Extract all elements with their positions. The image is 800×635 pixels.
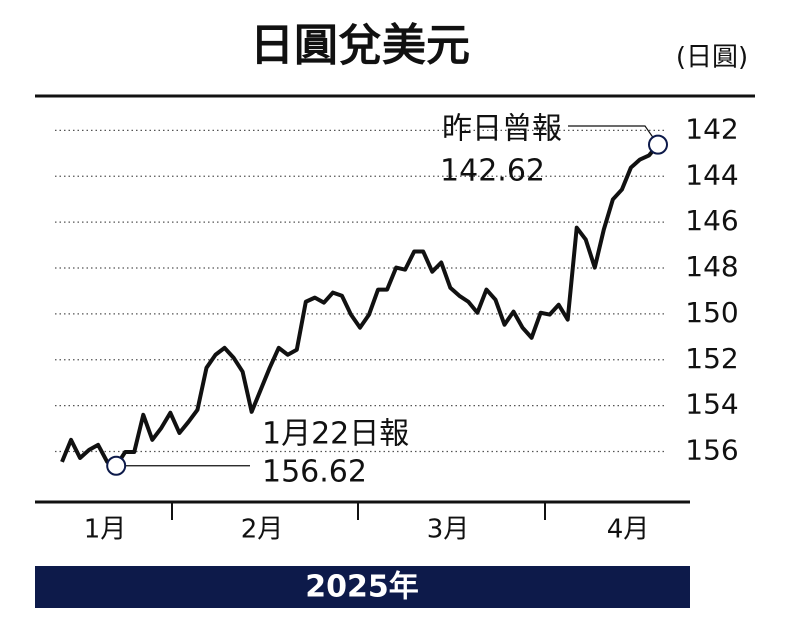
unit-label: (日圓) (676, 43, 748, 73)
y-tick-label: 156 (685, 434, 738, 467)
x-tick-label: 3月 (427, 515, 470, 545)
y-tick-label: 142 (685, 112, 738, 145)
chart-title: 日圓兌美元 (250, 20, 470, 71)
marker (648, 134, 668, 155)
annotation-value: 142.62 (440, 154, 545, 189)
y-tick-label: 148 (685, 250, 738, 283)
annotation-label: 昨日曾報 (442, 112, 562, 147)
y-tick-label: 154 (685, 388, 738, 421)
annotation-label: 1月22日報 (262, 417, 409, 452)
line (60, 143, 660, 468)
y-tick-label: 150 (685, 296, 738, 329)
y-tick-label: 144 (685, 158, 738, 191)
footer-bar (35, 566, 690, 608)
leader-line (568, 125, 659, 145)
x-tick-label: 2月 (241, 515, 284, 545)
marker (106, 455, 127, 476)
footer-label: 2025年 (305, 570, 419, 605)
y-tick-label: 146 (685, 204, 738, 237)
y-tick-label: 152 (685, 342, 738, 375)
x-tick-label: 1月 (84, 515, 127, 545)
annotation-value: 156.62 (262, 455, 367, 490)
x-tick-label: 4月 (607, 515, 650, 545)
